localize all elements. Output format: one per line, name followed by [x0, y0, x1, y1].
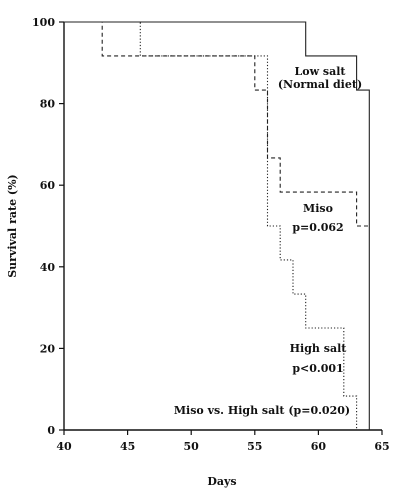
x-tick-label: 40	[56, 440, 72, 453]
x-tick-label: 65	[374, 440, 389, 453]
annotation-1-line-0: Miso	[303, 202, 333, 215]
x-tick-label: 55	[247, 440, 262, 453]
y-tick-label: 40	[40, 261, 56, 274]
y-tick-label: 20	[40, 342, 56, 355]
series-line-2	[64, 21, 358, 430]
series-line-0	[64, 21, 370, 430]
x-tick-label: 50	[184, 440, 200, 453]
annotation-0-line-0: Low salt	[295, 65, 347, 78]
y-tick-label: 80	[40, 98, 56, 111]
x-axis-label: Days	[207, 475, 236, 488]
y-axis-label: Survival rate (%)	[6, 174, 19, 278]
annotation-3-line-0: Miso vs. High salt (p=0.020)	[174, 404, 350, 417]
annotation-2-line-1: p<0.001	[292, 362, 343, 375]
annotations: Low salt(Normal diet) Miso p=0.062 High sal…	[174, 65, 362, 417]
annotation-0-line-1: (Normal diet)	[278, 78, 362, 91]
annotation-1-line-1: p=0.062	[292, 221, 343, 234]
series-line-1	[64, 21, 370, 227]
series-layer	[64, 21, 370, 430]
x-tick-label: 60	[311, 440, 327, 453]
y-tick-label: 0	[47, 424, 55, 437]
annotation-2-line-0: High salt	[290, 342, 348, 355]
x-tick-label: 45	[120, 440, 135, 453]
y-tick-label: 100	[32, 16, 55, 29]
y-tick-label: 60	[40, 179, 56, 192]
axes: 40 45 50 55 60 65 0 20 40 60 80 100	[32, 16, 390, 453]
